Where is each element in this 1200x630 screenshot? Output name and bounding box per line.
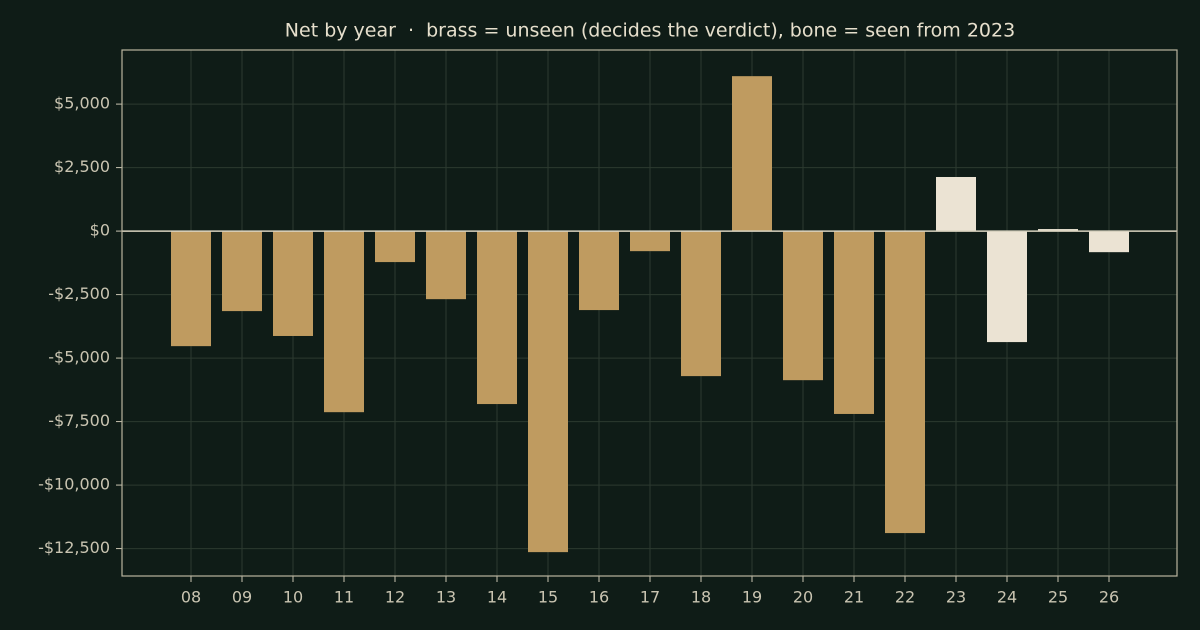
y-tick-label: $2,500: [54, 157, 110, 176]
bar: [936, 176, 976, 232]
bar: [171, 231, 211, 347]
x-tick-label: 22: [895, 588, 915, 607]
y-tick-label: -$5,000: [48, 348, 110, 367]
y-tick-label: -$12,500: [38, 538, 110, 557]
x-tick-label: 08: [181, 588, 201, 607]
bar: [1089, 231, 1129, 253]
bar: [528, 231, 568, 553]
bar: [834, 231, 874, 414]
bar: [885, 231, 925, 534]
x-tick-label: 24: [997, 588, 1017, 607]
x-tick-label: 25: [1048, 588, 1068, 607]
x-tick-label: 26: [1099, 588, 1119, 607]
y-tick-label: $0: [90, 221, 110, 240]
x-tick-label: 12: [385, 588, 405, 607]
bar: [477, 231, 517, 405]
bar: [630, 231, 670, 252]
x-tick-label: 19: [742, 588, 762, 607]
y-tick-label: -$7,500: [48, 411, 110, 430]
bar: [681, 231, 721, 377]
bar: [426, 231, 466, 300]
bar: [732, 76, 772, 232]
x-tick-label: 17: [640, 588, 660, 607]
y-tick-label: -$2,500: [48, 284, 110, 303]
plot-frame: [121, 49, 1178, 577]
bar: [783, 231, 823, 381]
bar: [375, 231, 415, 263]
x-tick-label: 10: [283, 588, 303, 607]
x-tick-label: 18: [691, 588, 711, 607]
x-tick-label: 14: [487, 588, 507, 607]
bar: [1038, 229, 1078, 232]
y-tick-label: $5,000: [54, 94, 110, 113]
x-tick-label: 21: [844, 588, 864, 607]
x-tick-label: 13: [436, 588, 456, 607]
chart-title: Net by year · brass = unseen (decides th…: [285, 20, 1015, 42]
x-tick-label: 09: [232, 588, 252, 607]
x-tick-label: 11: [334, 588, 354, 607]
x-tick-label: 20: [793, 588, 813, 607]
x-tick-label: 15: [538, 588, 558, 607]
x-tick-label: 16: [589, 588, 609, 607]
x-tick-label: 23: [946, 588, 966, 607]
bar: [222, 231, 262, 312]
bar: [579, 231, 619, 311]
bar: [273, 231, 313, 336]
y-tick-label: -$10,000: [38, 475, 110, 494]
bar: [324, 231, 364, 413]
bar: [987, 231, 1027, 343]
